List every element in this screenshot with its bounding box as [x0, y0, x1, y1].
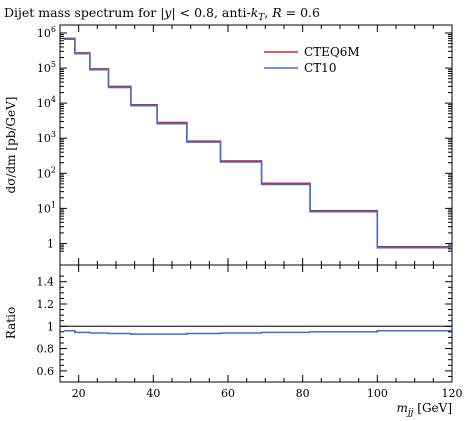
ratio-y-axis-label: Ratio: [4, 307, 18, 339]
x-ticks: 20 40 60 80 100 120: [59, 25, 463, 400]
ratio-series-group: [63, 329, 452, 335]
main-y-ticks: 1 101 102 103 104 105 106: [37, 25, 452, 252]
series-line-cteq6m: [63, 37, 452, 248]
main-plot-frame: [59, 24, 453, 266]
ratio-plot-frame: [59, 264, 453, 383]
ratio-tick-label: 0.8: [37, 343, 55, 356]
ratio-series-line: [63, 329, 452, 335]
y-tick-label: 1: [47, 237, 54, 250]
series-line-ct10: [63, 38, 452, 249]
x-tick-label: 80: [296, 387, 310, 400]
ratio-tick-label: 1: [47, 320, 54, 333]
legend-label-ct10: CT10: [304, 61, 336, 75]
x-tick-label: 20: [72, 387, 86, 400]
y-tick-label: 103: [37, 130, 56, 145]
x-tick-label: 40: [146, 387, 160, 400]
legend: CTEQ6M CT10: [264, 45, 360, 75]
x-tick-label: 100: [367, 387, 388, 400]
ratio-y-ticks: 0.6 0.8 1 1.2 1.4: [37, 275, 452, 383]
x-axis-label: mjj [GeV]: [396, 401, 452, 418]
y-tick-label: 106: [37, 25, 56, 40]
ratio-tick-label: 1.2: [37, 298, 55, 311]
y-tick-label: 104: [37, 95, 56, 110]
main-series-group: [63, 37, 452, 249]
ratio-tick-label: 0.6: [37, 365, 55, 378]
y-tick-label: 101: [37, 200, 56, 215]
y-tick-label: 102: [37, 165, 56, 180]
chart-title: Dijet mass spectrum for |y| < 0.8, anti-…: [4, 5, 320, 23]
legend-label-cteq6m: CTEQ6M: [304, 45, 360, 59]
ratio-tick-label: 1.4: [37, 276, 55, 289]
x-tick-label: 60: [221, 387, 235, 400]
y-axis-label: dσ/dm [pb/GeV]: [4, 97, 18, 194]
y-tick-label: 105: [37, 60, 56, 75]
x-tick-label: 120: [442, 387, 463, 400]
